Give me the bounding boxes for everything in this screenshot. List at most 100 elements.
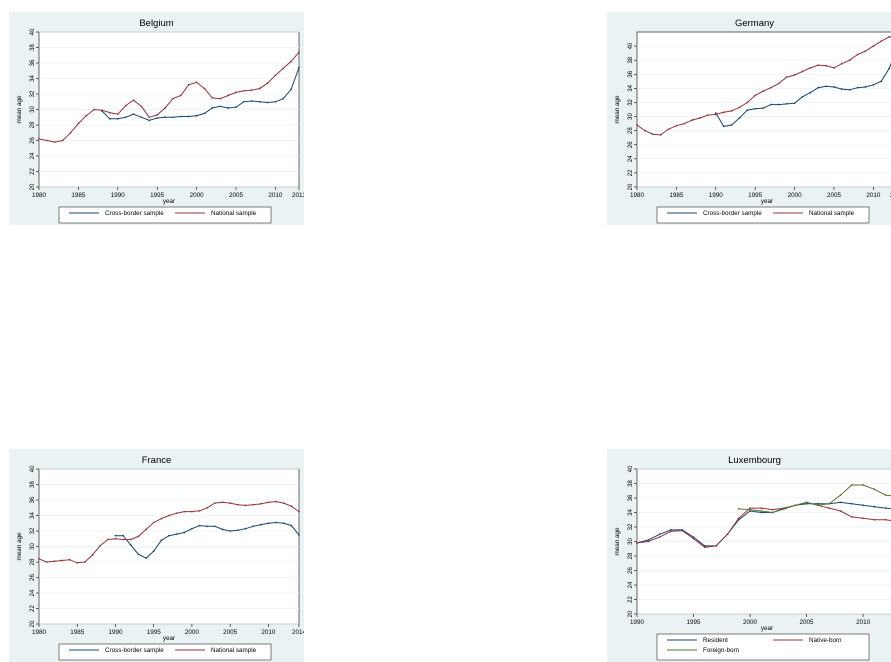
data-point [839,510,842,512]
chart-panel-france: France 20 22 24 26 28 30 32 34 36 38 40 1980 1985 1990… [9,449,304,662]
x-tick-label: 2005 [229,192,244,199]
data-point [647,540,650,543]
data-point [122,534,125,537]
data-point [267,501,270,504]
data-point [681,529,684,532]
data-point [183,510,186,513]
data-point [884,494,887,496]
data-point [99,544,102,547]
x-tick-label: 2005 [827,192,842,199]
data-point [290,505,293,508]
data-point [801,95,804,98]
data-point [636,124,638,126]
data-point [825,85,827,88]
data-point [777,103,780,106]
data-point [707,114,709,117]
data-point [116,113,119,116]
data-point [83,561,86,563]
legend-box [58,206,272,224]
x-tick-label: 1990 [108,629,123,636]
data-point [93,108,96,111]
y-tick-label: 24 [628,155,634,162]
data-point [738,106,741,109]
data-point [213,525,216,528]
x-tick-label: 2000 [190,192,205,199]
data-point [864,50,867,52]
data-point [191,527,193,530]
chart-panel-belgium: Belgium 20 22 24 26 28 30 32 34 36 38 40 1980 1985 199… [9,12,304,225]
data-point [771,511,774,514]
data-point [872,45,875,47]
data-point [828,502,831,505]
y-axis-label: mean age [614,95,621,124]
data-point [864,86,867,88]
data-point [69,131,72,134]
data-point [179,94,182,97]
x-tick-label: 1995 [150,192,165,199]
y-tick-label: 26 [30,574,36,581]
data-point [275,500,277,503]
data-point [168,514,170,517]
y-tick-label: 34 [628,84,634,91]
data-point [749,510,751,512]
y-tick-label: 26 [628,567,634,574]
chart-title: Belgium [139,18,173,29]
data-point [658,536,661,539]
data-point [229,530,232,532]
chart-panel-luxembourg: Luxembourg 20 22 24 26 28 30 32 34 36 38 40 1990 1995… [607,449,891,662]
y-tick-label: 24 [628,581,634,588]
y-tick-label: 38 [628,56,634,63]
data-point [250,89,253,92]
y-tick-label: 22 [30,605,36,612]
y-tick-label: 26 [30,137,36,144]
y-tick-label: 20 [30,183,36,190]
data-point [187,83,190,86]
data-point [61,139,64,142]
data-point [793,102,796,105]
y-tick-label: 32 [30,527,36,534]
data-point [290,60,293,63]
data-point [856,53,859,56]
y-tick-label: 32 [628,523,634,530]
data-point [211,96,214,99]
y-tick-label: 36 [30,59,36,66]
data-point [290,524,293,527]
data-point [762,107,764,109]
x-tick-label: 2014 [292,629,304,636]
data-point [124,104,127,107]
data-point [275,521,277,524]
legend-label: Native-born [809,637,842,644]
data-point [235,91,237,94]
y-tick-label: 22 [628,169,634,176]
y-tick-label: 36 [628,70,634,77]
data-point [198,509,201,512]
y-tick-label: 32 [30,90,36,97]
y-tick-label: 24 [30,589,36,596]
data-point [754,94,757,97]
data-point [872,83,875,86]
chart-svg: Belgium 20 22 24 26 28 30 32 34 36 38 40 1980 1985 199… [9,12,304,225]
data-point [124,116,127,119]
data-point [746,109,749,112]
data-point [667,128,670,131]
data-point [140,116,143,119]
data-point [109,111,111,114]
data-point [114,537,117,540]
y-tick-label: 40 [628,465,634,472]
y-tick-label: 28 [628,127,634,134]
data-point [675,124,678,127]
legend-label: Foreign-born [703,647,740,654]
data-point [221,528,224,531]
data-point [259,502,262,505]
data-point [45,139,48,142]
data-point [148,119,151,122]
data-point [839,494,842,496]
y-tick-label: 40 [628,42,634,49]
data-point [703,544,706,547]
data-point [53,141,56,143]
data-point [266,101,269,104]
data-point [68,558,71,561]
legend-label: National sample [211,210,257,217]
data-point [825,64,827,67]
data-point [884,518,887,521]
